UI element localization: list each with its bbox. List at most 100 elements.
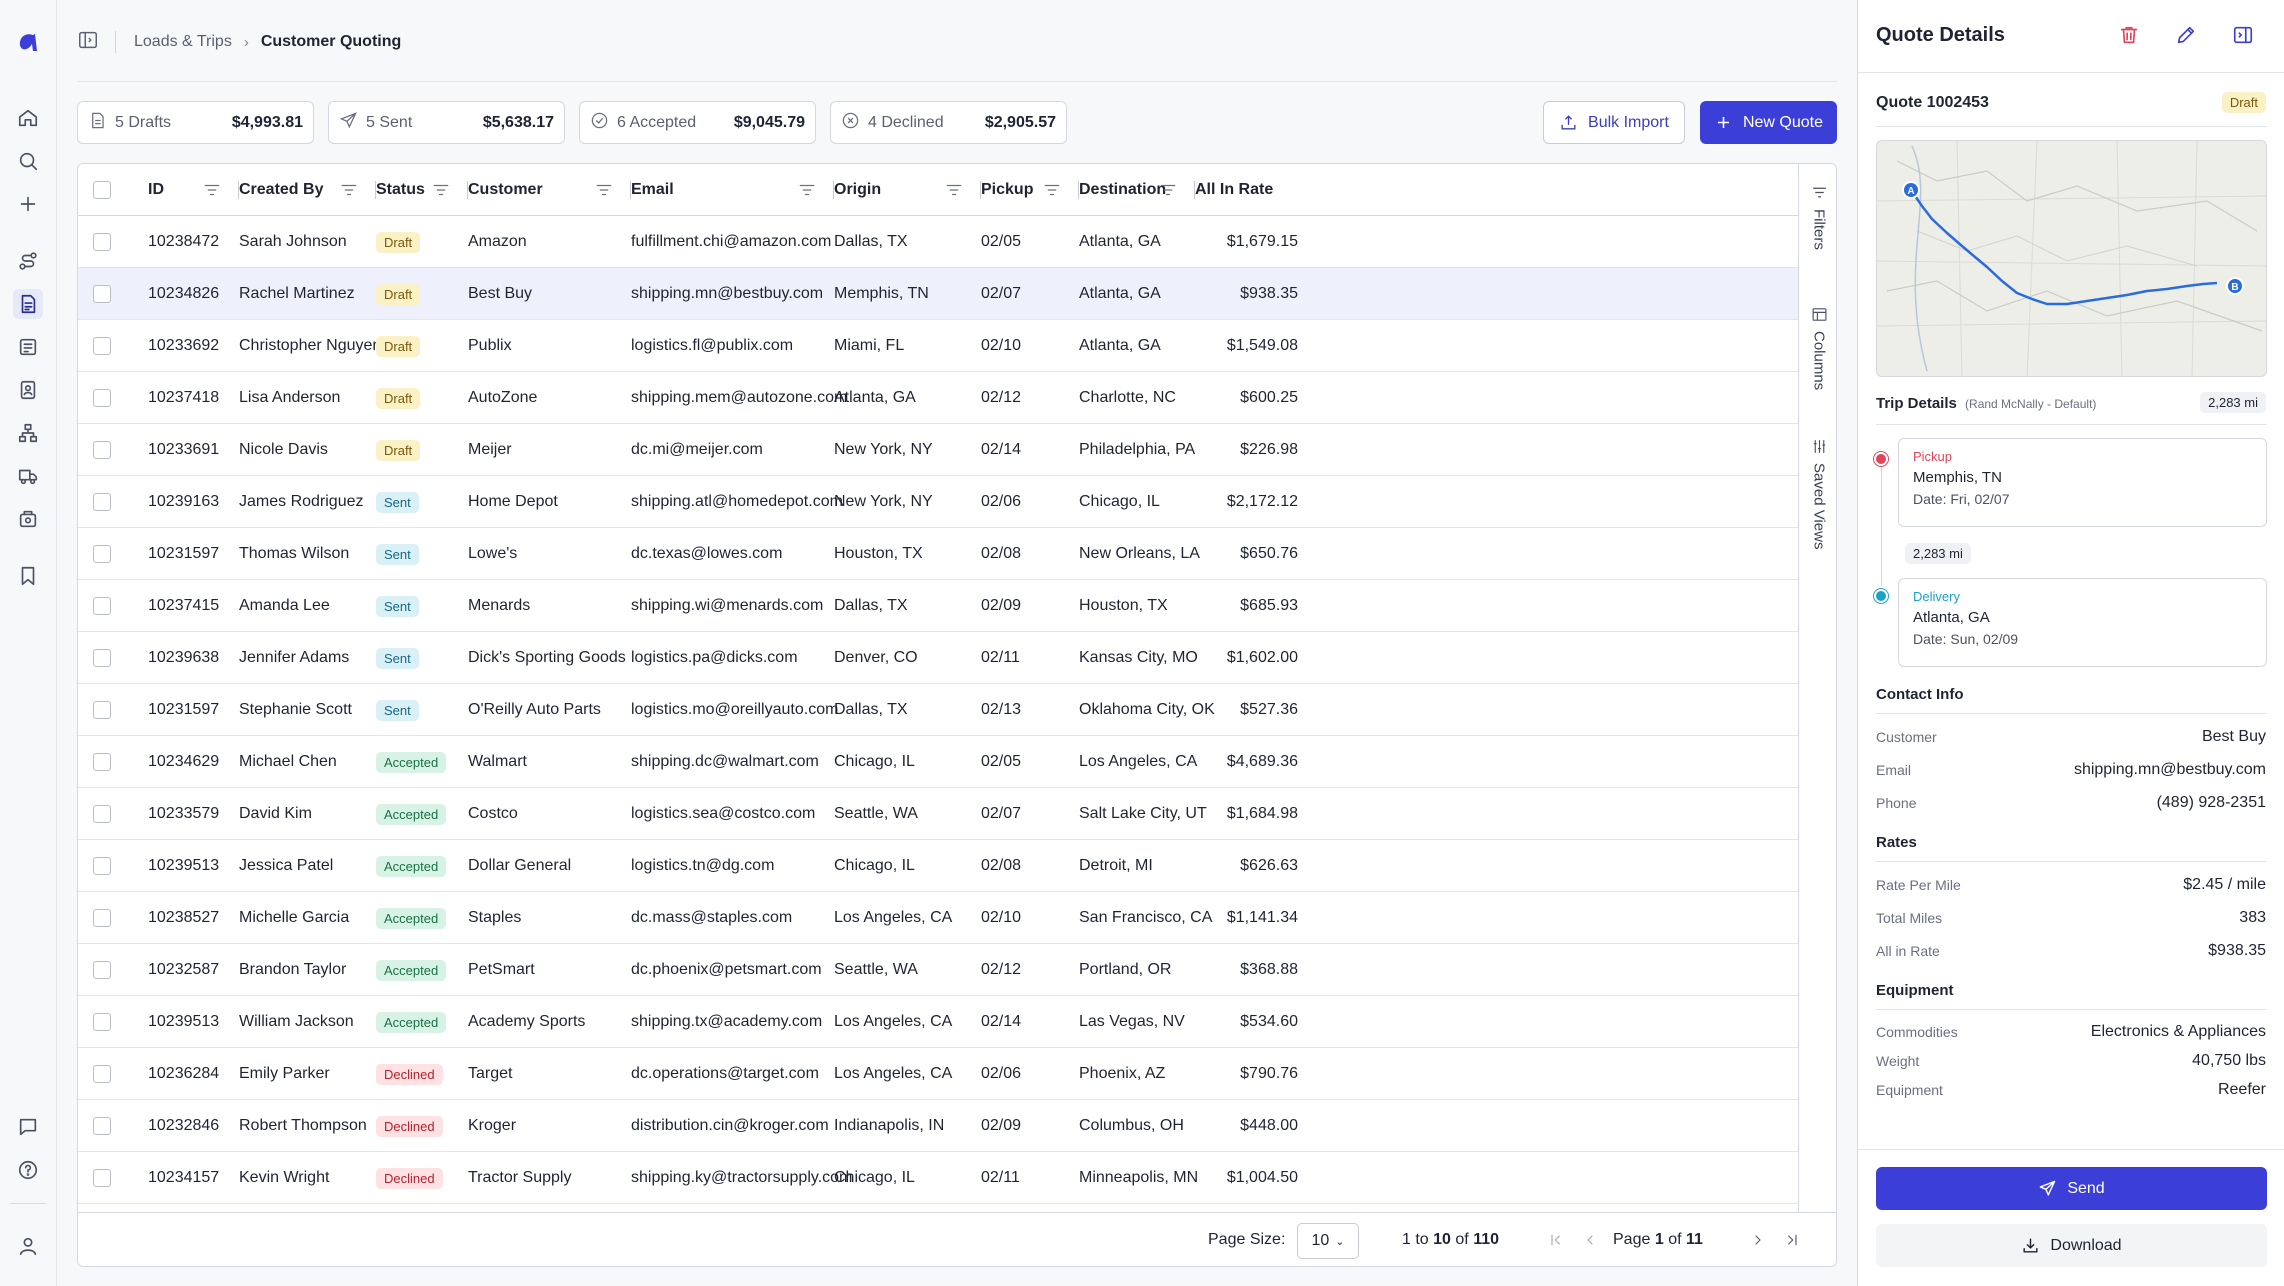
table-row[interactable]: 10234826 Rachel Martinez Draft Best Buy ship…: [78, 268, 1798, 320]
route-map[interactable]: A B: [1876, 140, 2267, 377]
network-icon[interactable]: [13, 418, 43, 448]
column-header-email[interactable]: Email: [631, 164, 834, 216]
edit-icon[interactable]: [2175, 24, 2199, 48]
column-header-all-in-rate[interactable]: All In Rate: [1195, 164, 1313, 216]
sidebar-toggle-icon[interactable]: [77, 29, 99, 56]
filter-icon[interactable]: [1043, 181, 1061, 199]
table-row[interactable]: 10232587 Brandon Taylor Accepted PetSmart dc…: [78, 944, 1798, 996]
contacts-icon[interactable]: [13, 375, 43, 405]
row-checkbox[interactable]: [93, 216, 111, 268]
table-row[interactable]: 10233692 Christopher Nguyen Draft Publix log…: [78, 320, 1798, 372]
table-row[interactable]: 10233691 Nicole Davis Draft Meijer dc.mi@mei…: [78, 424, 1798, 476]
trash-icon[interactable]: [2118, 24, 2142, 48]
column-header-destination[interactable]: Destination: [1079, 164, 1195, 216]
row-checkbox[interactable]: [93, 268, 111, 320]
table-row[interactable]: 10237415 Amanda Lee Sent Menards shipping.wi…: [78, 580, 1798, 632]
row-checkbox[interactable]: [93, 476, 111, 528]
table-row[interactable]: 10232846 Robert Thompson Declined Kroger dis…: [78, 1100, 1798, 1152]
quote-icon[interactable]: [13, 289, 43, 319]
help-icon[interactable]: [13, 1155, 43, 1185]
row-checkbox[interactable]: [93, 996, 111, 1048]
route-icon[interactable]: [13, 246, 43, 276]
row-checkbox[interactable]: [93, 684, 111, 736]
filter-icon[interactable]: [798, 181, 816, 199]
filter-icon[interactable]: [945, 181, 963, 199]
page-size-select[interactable]: 10 ⌄: [1297, 1223, 1359, 1259]
table-row[interactable]: 10237418 Lisa Anderson Draft AutoZone shippi…: [78, 372, 1798, 424]
row-checkbox[interactable]: [93, 424, 111, 476]
row-checkbox[interactable]: [93, 528, 111, 580]
download-button[interactable]: Download: [1876, 1224, 2267, 1267]
table-row[interactable]: 10239513 Jessica Patel Accepted Dollar Gene…: [78, 840, 1798, 892]
billing-icon[interactable]: [13, 504, 43, 534]
row-checkbox[interactable]: [93, 944, 111, 996]
saved-views-tool[interactable]: Saved Views: [1799, 438, 1836, 549]
filter-icon[interactable]: [595, 181, 613, 199]
row-checkbox[interactable]: [93, 632, 111, 684]
filter-icon[interactable]: [203, 181, 221, 199]
cell-destination: New Orleans, LA: [1079, 528, 1200, 580]
table-row[interactable]: 10233579 David Kim Accepted Costco logistics…: [78, 788, 1798, 840]
column-header-origin[interactable]: Origin: [834, 164, 981, 216]
filter-icon[interactable]: [432, 181, 450, 199]
home-icon[interactable]: [13, 103, 43, 133]
cell-value: Phoenix, AZ: [1079, 1065, 1166, 1082]
row-checkbox[interactable]: [93, 736, 111, 788]
delivery-stop[interactable]: Delivery Atlanta, GA Date: Sun, 02/09: [1898, 578, 2267, 667]
filter-icon[interactable]: [1159, 181, 1177, 199]
bookmark-icon[interactable]: [13, 561, 43, 591]
summary-accepted[interactable]: 6 Accepted $9,045.79: [579, 101, 816, 144]
row-checkbox[interactable]: [93, 840, 111, 892]
table-row[interactable]: 10238527 Michelle Garcia Accepted Staples dc…: [78, 892, 1798, 944]
chat-icon[interactable]: [13, 1112, 43, 1142]
row-checkbox[interactable]: [93, 580, 111, 632]
row-checkbox[interactable]: [93, 1100, 111, 1152]
search-icon[interactable]: [13, 146, 43, 176]
column-header-customer[interactable]: Customer: [468, 164, 631, 216]
column-header-status[interactable]: Status: [376, 164, 468, 216]
breadcrumb-parent[interactable]: Loads & Trips: [134, 33, 232, 50]
row-checkbox[interactable]: [93, 1152, 111, 1204]
row-checkbox[interactable]: [93, 320, 111, 372]
send-button[interactable]: Send: [1876, 1167, 2267, 1210]
table-row[interactable]: 10231597 Stephanie Scott Sent O'Reilly Auto…: [78, 684, 1798, 736]
filter-icon[interactable]: [340, 181, 358, 199]
column-header-pickup[interactable]: Pickup: [981, 164, 1079, 216]
column-header-id[interactable]: ID: [148, 164, 239, 216]
prev-page-icon[interactable]: [1579, 1229, 1601, 1251]
row-checkbox[interactable]: [93, 372, 111, 424]
cell-value: Emily Parker: [239, 1065, 330, 1082]
filters-tool[interactable]: Filters: [1799, 184, 1836, 250]
select-all-checkbox[interactable]: [93, 164, 111, 216]
column-header-created-by[interactable]: Created By: [239, 164, 376, 216]
document-icon[interactable]: [13, 332, 43, 362]
next-page-icon[interactable]: [1747, 1229, 1769, 1251]
bulk-import-button[interactable]: Bulk Import: [1543, 101, 1685, 144]
table-row[interactable]: 10231597 Thomas Wilson Sent Lowe's dc.texas@…: [78, 528, 1798, 580]
new-quote-button[interactable]: New Quote: [1700, 101, 1837, 144]
pickup-stop[interactable]: Pickup Memphis, TN Date: Fri, 02/07: [1898, 438, 2267, 527]
table-row[interactable]: 10239163 James Rodriguez Sent Home Depot shi…: [78, 476, 1798, 528]
user-icon[interactable]: [13, 1231, 43, 1261]
last-page-icon[interactable]: [1781, 1229, 1803, 1251]
first-page-icon[interactable]: [1545, 1229, 1567, 1251]
summary-drafts[interactable]: 5 Drafts $4,993.81: [77, 101, 314, 144]
columns-tool[interactable]: Columns: [1799, 306, 1836, 390]
table-row[interactable]: 10236284 Emily Parker Declined Target dc.ope…: [78, 1048, 1798, 1100]
collapse-panel-icon[interactable]: [2232, 24, 2256, 48]
summary-declined[interactable]: 4 Declined $2,905.57: [830, 101, 1067, 144]
summary-sent[interactable]: 5 Sent $5,638.17: [328, 101, 565, 144]
table-row[interactable]: 10239513 William Jackson Accepted Academy S…: [78, 996, 1798, 1048]
table-row[interactable]: 10234629 Michael Chen Accepted Walmart shipp…: [78, 736, 1798, 788]
page-size-label: Page Size:: [1208, 1231, 1286, 1248]
row-checkbox[interactable]: [93, 892, 111, 944]
page-current: 1: [1654, 1231, 1664, 1248]
table-row[interactable]: 10238472 Sarah Johnson Draft Amazon fulfillm…: [78, 216, 1798, 268]
row-checkbox[interactable]: [93, 788, 111, 840]
table-row[interactable]: 10239638 Jennifer Adams Sent Dick's Sportin…: [78, 632, 1798, 684]
row-checkbox[interactable]: [93, 1048, 111, 1100]
plus-icon[interactable]: [13, 189, 43, 219]
app-logo[interactable]: [12, 26, 44, 58]
table-row[interactable]: 10234157 Kevin Wright Declined Tractor Supp…: [78, 1152, 1798, 1204]
truck-icon[interactable]: [13, 461, 43, 491]
